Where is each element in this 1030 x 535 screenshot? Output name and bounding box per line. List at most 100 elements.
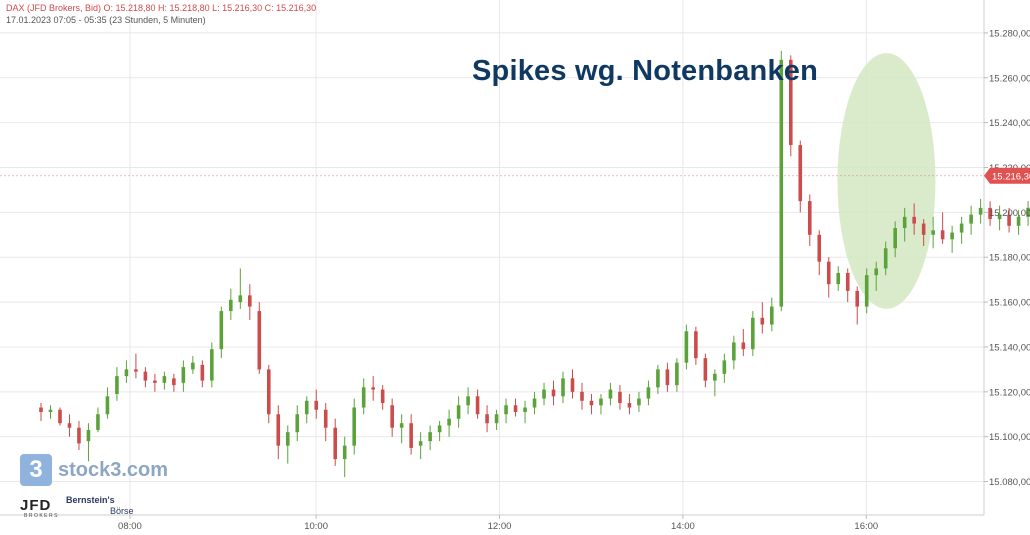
y-tick-label: 15.080,00: [989, 477, 1030, 488]
candle-body: [105, 396, 110, 415]
candle-body: [323, 409, 328, 428]
x-tick-label: 10:00: [304, 521, 328, 532]
y-tick-label: 15.240,00: [989, 118, 1030, 129]
candle-body: [751, 317, 755, 350]
candle-body: [418, 441, 423, 446]
candle-body: [371, 387, 375, 390]
candle-body: [314, 400, 319, 410]
y-tick-label: 15.160,00: [989, 298, 1030, 309]
candle-body: [1016, 216, 1021, 226]
candle-body: [551, 389, 556, 397]
candle-body: [637, 398, 641, 406]
candle-body: [807, 201, 812, 235]
candle-body: [618, 391, 622, 404]
candle-body: [684, 331, 689, 363]
candle-body: [285, 432, 290, 446]
candle-body: [561, 378, 565, 397]
candle-body: [931, 230, 935, 235]
candle-body: [124, 369, 129, 377]
candle-body: [238, 295, 243, 303]
stock3-text: stock3.com: [58, 458, 169, 481]
candle-body: [248, 295, 252, 307]
candle-body: [475, 396, 480, 415]
candle-body: [200, 364, 205, 381]
candle-body: [722, 360, 727, 374]
candle-body: [494, 414, 499, 424]
candle-body: [86, 429, 91, 442]
candle-body: [741, 342, 746, 350]
candle-body: [978, 207, 983, 215]
y-tick-label: 15.200,00: [989, 208, 1030, 219]
candle-body: [409, 423, 413, 448]
candle-body: [39, 407, 43, 413]
candle-body: [570, 378, 575, 392]
candle-body: [608, 389, 613, 399]
candle-body: [817, 234, 822, 262]
y-tick-label: 15.140,00: [989, 342, 1030, 353]
instrument-info: DAX (JFD Brokers, Bid) O: 15.218,80 H: 1…: [6, 3, 317, 13]
candle-body: [997, 214, 1002, 220]
candle-body: [399, 423, 404, 428]
candle-body: [779, 59, 784, 307]
candle-body: [542, 389, 546, 399]
candle-body: [912, 216, 916, 224]
candle-body: [826, 261, 831, 285]
candle-body: [656, 369, 660, 388]
candle-body: [333, 427, 338, 460]
date-range: 17.01.2023 07:05 - 05:35 (23 Stunden, 5 …: [6, 15, 206, 25]
candle-body: [437, 425, 442, 433]
candle-body: [1007, 214, 1011, 226]
annotation-text: Spikes wg. Notenbanken: [472, 55, 819, 87]
candle-body: [788, 59, 793, 146]
candle-body: [988, 207, 992, 220]
candle-body: [219, 311, 224, 350]
candle-body: [523, 407, 527, 413]
x-tick-label: 14:00: [671, 521, 695, 532]
candle-body: [893, 228, 897, 249]
candle-body: [466, 396, 470, 406]
candle-body: [115, 376, 119, 395]
candle-body: [969, 214, 973, 224]
candle-body: [485, 414, 489, 424]
candle-body: [276, 414, 281, 446]
candle-body: [883, 248, 888, 269]
candle-body: [96, 414, 100, 430]
y-tick-label: 15.260,00: [989, 73, 1030, 84]
candle-body: [950, 232, 954, 240]
candle-body: [48, 409, 53, 413]
candle-body: [304, 400, 309, 415]
candle-body: [181, 367, 186, 383]
candle-body: [447, 418, 451, 426]
y-tick-label: 15.100,00: [989, 432, 1030, 443]
candle-body: [845, 272, 850, 291]
candle-body: [143, 371, 148, 381]
stock3-watermark: 3 stock3.com: [20, 454, 168, 486]
candle-body: [67, 423, 72, 428]
candle-body: [58, 409, 62, 424]
candle-body: [732, 342, 736, 361]
candle-body: [589, 400, 594, 406]
candle-body: [77, 427, 81, 444]
candle-body: [855, 290, 860, 307]
candle-body: [694, 331, 698, 359]
candle-body: [504, 405, 508, 415]
candle-body: [134, 369, 138, 372]
candle-body: [162, 376, 167, 383]
x-tick-label: 12:00: [488, 521, 512, 532]
candle-body: [665, 369, 670, 386]
candle-body: [580, 391, 584, 401]
candle-body: [361, 387, 366, 408]
candle-body: [191, 362, 195, 370]
candle-body: [295, 414, 300, 433]
candle-body: [902, 216, 907, 229]
candle-body: [532, 398, 537, 408]
bernstein-logo: Bernstein's: [66, 495, 115, 505]
candle-body: [599, 398, 603, 406]
candle-body: [172, 378, 176, 386]
x-tick-label: 08:00: [118, 521, 142, 532]
candle-body: [713, 373, 717, 381]
candle-body: [760, 317, 765, 325]
candle-body: [1026, 207, 1030, 217]
candle-body: [380, 389, 385, 404]
